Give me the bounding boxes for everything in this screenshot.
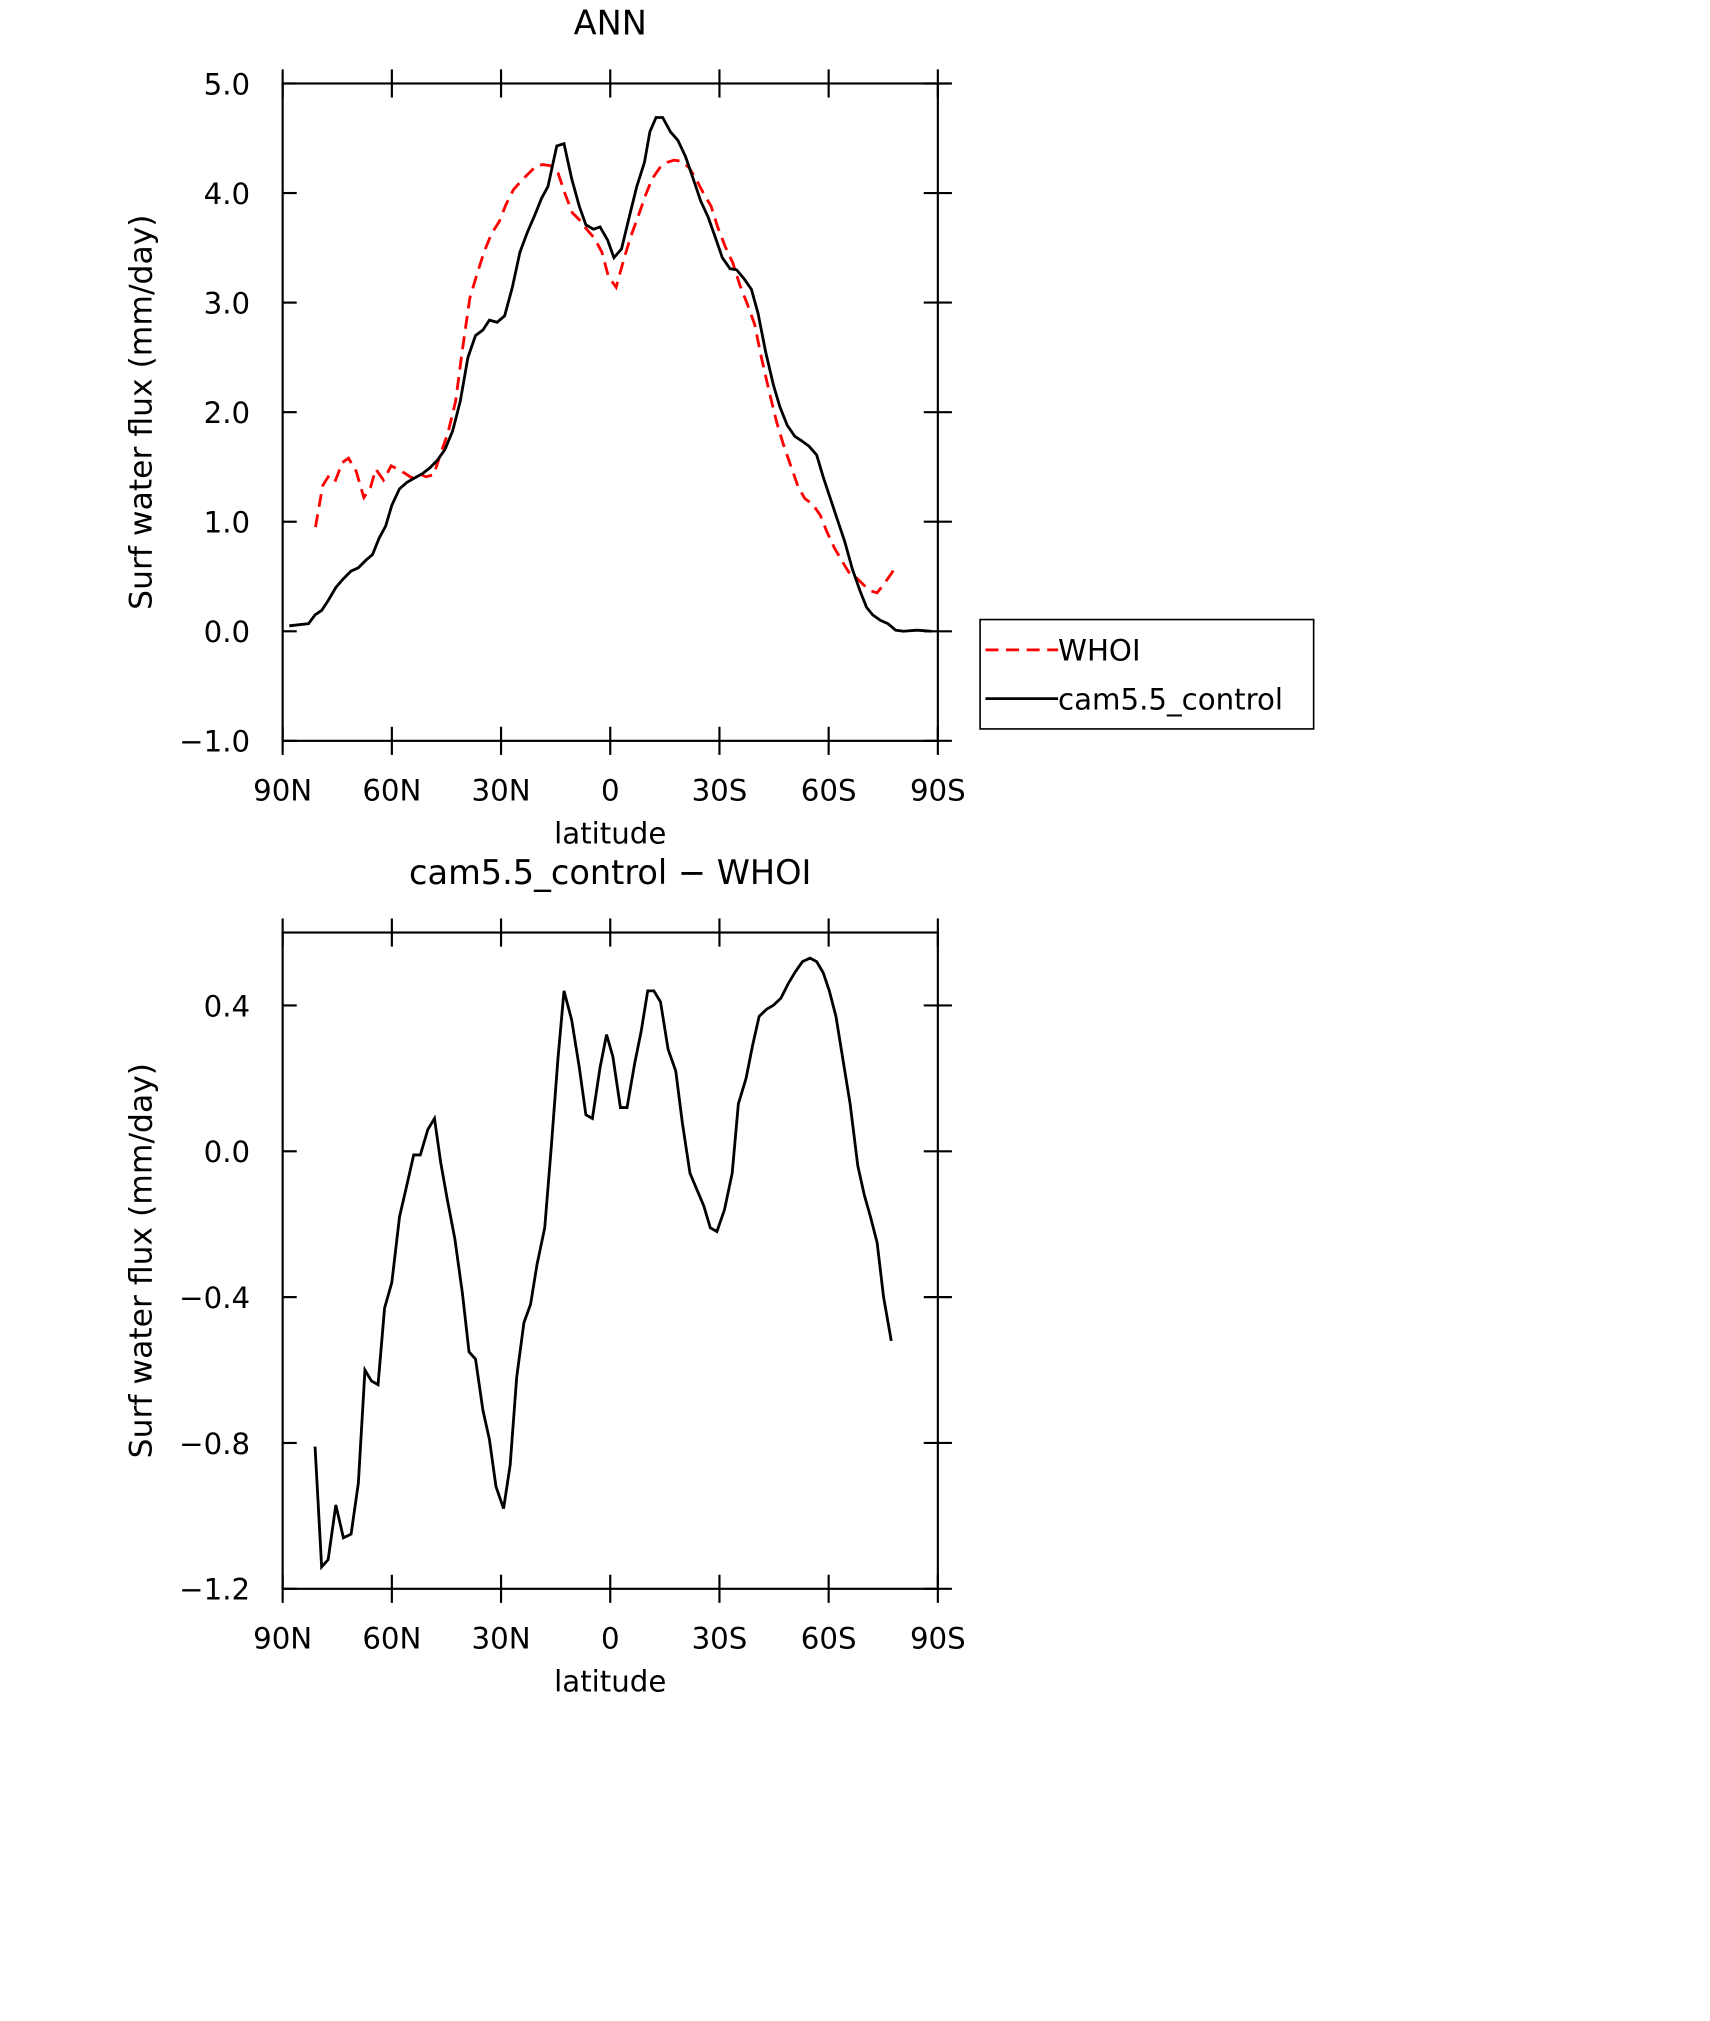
chart-title: cam5.5_control − WHOI xyxy=(409,853,811,892)
legend-label: cam5.5_control xyxy=(1058,682,1283,716)
data-line xyxy=(289,116,932,633)
legend-box xyxy=(979,618,1315,730)
x-tick-label: 60S xyxy=(801,773,857,807)
y-tick-label: −1.2 xyxy=(179,1573,250,1607)
y-tick-label: 0.4 xyxy=(204,989,250,1023)
y-tick-label: 2.0 xyxy=(204,396,250,430)
plot-frame xyxy=(281,931,939,1590)
x-tick-label: 60N xyxy=(362,773,421,807)
x-tick-label: 90N xyxy=(253,773,312,807)
chart-title: ANN xyxy=(574,4,647,43)
y-tick-label: 0.0 xyxy=(204,615,250,649)
x-tick-label: 90S xyxy=(910,1621,966,1655)
plot-frame xyxy=(281,82,939,742)
y-tick-label: 1.0 xyxy=(204,506,250,540)
x-tick-label: 30S xyxy=(692,1621,748,1655)
x-tick-label: 30N xyxy=(472,773,531,807)
y-axis-label: Surf water flux (mm/day) xyxy=(124,1063,160,1458)
legend-label: WHOI xyxy=(1058,634,1141,668)
y-tick-label: −0.8 xyxy=(179,1427,250,1461)
x-tick-label: 0 xyxy=(601,773,620,807)
x-tick-label: 60N xyxy=(362,1621,421,1655)
data-line xyxy=(314,158,897,595)
y-tick-label: −1.0 xyxy=(179,725,250,759)
x-tick-label: 30N xyxy=(472,1621,531,1655)
x-axis-label: latitude xyxy=(554,1665,666,1699)
x-axis-label: latitude xyxy=(554,817,666,851)
y-tick-label: −0.4 xyxy=(179,1281,250,1315)
data-line xyxy=(313,956,893,1571)
y-tick-label: 3.0 xyxy=(204,286,250,320)
y-tick-label: 4.0 xyxy=(204,177,250,211)
y-axis-label: Surf water flux (mm/day) xyxy=(124,214,160,609)
x-tick-label: 90N xyxy=(253,1621,312,1655)
y-tick-label: 5.0 xyxy=(204,67,250,101)
x-tick-label: 90S xyxy=(910,773,966,807)
x-tick-label: 30S xyxy=(692,773,748,807)
x-tick-label: 60S xyxy=(801,1621,857,1655)
y-tick-label: 0.0 xyxy=(204,1135,250,1169)
x-tick-label: 0 xyxy=(601,1621,620,1655)
